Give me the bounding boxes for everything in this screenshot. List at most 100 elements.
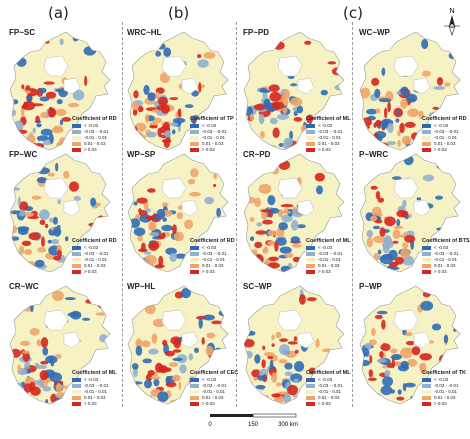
admin-boundary [277,55,303,77]
legend-swatch [190,264,199,268]
coefficient-patch [260,291,274,301]
coefficient-patch [261,359,266,369]
coefficient-patch [133,227,146,236]
coefficient-patch [144,254,157,266]
coefficient-patch [404,235,416,243]
coefficient-patch [408,213,412,219]
panel-title: WRC~HL [127,28,162,37]
legend-label: > 0.03 [434,147,447,152]
legend-label: -0.03 - -0.01 [434,383,459,388]
coefficient-patch [133,255,140,260]
coefficient-patch [42,347,49,356]
coefficient-patch [131,102,139,110]
map-panel: WC~WP Coefficient of RD < -0.03 -0.03 - -0.… [356,28,468,154]
legend-entry: -0.01 - 0.01 [72,135,117,141]
coefficient-patch [271,393,281,398]
coefficient-patch [163,139,170,149]
coefficient-patch [279,338,288,343]
coefficient-patch [55,383,62,393]
legend-label: < -0.03 [434,245,449,250]
coefficient-patch [55,354,62,359]
coefficient-patch [381,67,386,76]
coefficient-patch [390,348,398,354]
coefficient-patch [84,75,88,87]
coefficient-patch [72,35,79,42]
legend-entry: < -0.03 [72,245,117,251]
legend-swatch [306,270,315,274]
coefficient-patch [327,61,337,65]
coefficient-patch [287,384,298,396]
legend-entry: 0.01 - 0.03 [306,395,351,401]
coefficient-patch [371,206,382,216]
coefficient-patch [244,392,258,399]
coefficient-patch [68,181,80,192]
coefficient-patch [72,89,85,101]
legend-label: -0.03 - -0.01 [318,251,343,256]
coefficient-patch [137,262,145,272]
coefficient-patch [334,84,344,91]
coefficient-patch [387,101,391,113]
coefficient-patch [135,138,141,148]
coefficient-patch [198,82,202,93]
coefficient-patch [160,104,170,114]
coefficient-patch [169,252,177,262]
coefficient-patch [304,40,312,45]
coefficient-patch [30,302,34,313]
admin-boundary [63,199,81,217]
coefficient-patch [155,92,160,100]
legend-entry: -0.03 - -0.01 [306,383,351,389]
coefficient-patch [377,39,386,43]
coefficient-patch [394,256,404,265]
map-legend: Coefficient of TK < -0.03 -0.03 - -0.01 -0.… [422,370,466,407]
coefficient-patch [401,135,412,145]
admin-boundary [413,331,431,349]
coefficient-patch [11,187,21,191]
coefficient-patch [25,85,31,92]
coefficient-patch [374,314,383,320]
coefficient-patch [21,106,25,118]
coefficient-patch [390,389,395,394]
coefficient-patch [371,77,380,86]
coefficient-patch [280,210,291,214]
coefficient-patch [157,391,169,403]
legend-swatch [72,252,81,256]
coefficient-patch [376,358,387,363]
coefficient-patch [287,341,298,345]
legend-label: -0.03 - -0.01 [434,251,459,256]
coefficient-patch [378,98,392,103]
coefficient-patch [422,174,435,182]
coefficient-patch [289,130,293,140]
coefficient-patch [387,122,394,134]
admin-boundary [43,309,69,331]
coefficient-patch [384,216,396,227]
legend-title: Coefficient of RD [190,238,235,244]
coefficient-patch [11,225,18,234]
legend-entry: < -0.03 [422,377,466,383]
coefficient-patch [136,385,140,394]
coefficient-patch [98,299,109,309]
map-legend: Coefficient of CEC < -0.03 -0.03 - -0.01 -0… [190,370,238,407]
legend-label: > 0.03 [318,269,331,274]
coefficient-patch [402,242,409,249]
legend-entry: 0.01 - 0.03 [306,141,351,147]
region-outline [244,286,344,404]
legend-swatch [72,396,81,400]
legend-label: 0.01 - 0.03 [434,263,456,268]
coefficient-patch [203,51,216,59]
coefficient-patch [17,364,21,372]
coefficient-patch [257,375,267,381]
coefficient-patch [151,333,158,344]
coefficient-patch [270,372,278,383]
coefficient-patch [132,108,138,116]
legend-title: Coefficient of BTSND [422,238,470,244]
coefficient-patch [335,158,344,165]
coefficient-patch [11,236,20,241]
coefficient-patch [253,103,267,111]
coefficient-patch [197,59,209,68]
coefficient-patch [175,253,187,259]
map-legend: Coefficient of ML < -0.03 -0.03 - -0.01 -0.… [306,116,351,153]
legend-label: < -0.03 [434,377,449,382]
legend-title: Coefficient of ML [72,370,117,376]
coefficient-patch [32,127,36,134]
legend-entry: 0.01 - 0.03 [72,395,117,401]
